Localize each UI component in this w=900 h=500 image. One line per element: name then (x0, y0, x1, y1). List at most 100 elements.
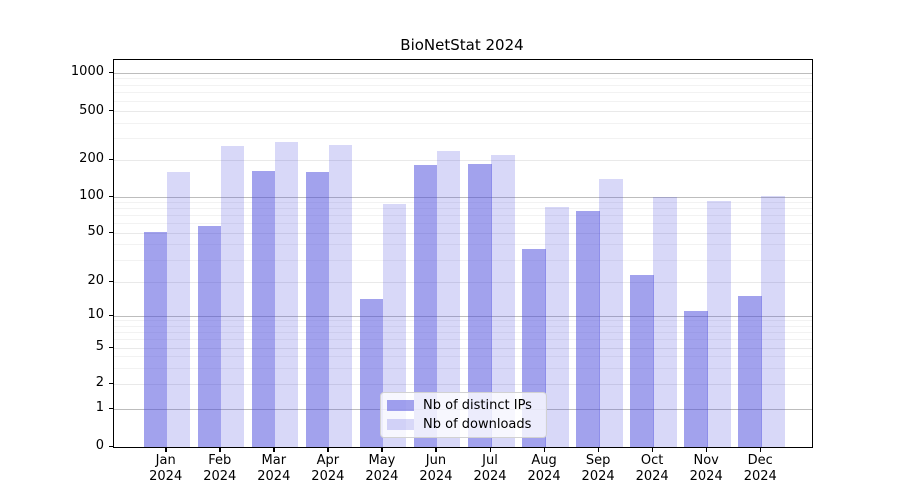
gridline-800 (114, 84, 812, 86)
legend-label-distinct-ips: Nb of distinct IPs (423, 398, 532, 413)
x-tick-label-nov: Nov 2024 (678, 453, 734, 485)
x-tick-label-aug: Aug 2024 (516, 453, 572, 485)
x-tick-mark-feb (219, 447, 221, 452)
x-tick-mark-dec (759, 447, 762, 452)
bar-downloads-nov (707, 200, 731, 447)
gridline-40 (114, 244, 812, 246)
gridline-300 (114, 138, 812, 140)
x-tick-year: 2024 (689, 469, 723, 484)
x-tick-label-jul: Jul 2024 (462, 453, 518, 485)
bar-ips-apr (305, 171, 330, 447)
y-tick-mark-10 (109, 314, 113, 316)
x-tick-month: Jul (482, 453, 498, 468)
x-tick-month: Apr (316, 453, 340, 468)
x-tick-year: 2024 (149, 469, 183, 484)
gridline-70 (114, 215, 812, 217)
bar-ips-jul (468, 163, 492, 447)
gridline-400 (114, 122, 812, 124)
y-tick-label-10: 10 (87, 307, 104, 322)
x-tick-label-apr: Apr 2024 (300, 453, 356, 485)
gridline-4 (114, 356, 812, 358)
bar-downloads-mar (274, 141, 299, 447)
x-tick-month: Feb (208, 453, 232, 468)
y-tick-label-200: 200 (79, 151, 104, 166)
x-tick-mark-jun (435, 447, 437, 452)
bar-ips-nov (684, 311, 708, 447)
x-tick-mark-nov (705, 447, 708, 452)
x-tick-label-oct: Oct 2024 (624, 453, 680, 485)
y-tick-mark-2 (109, 382, 113, 384)
gridline-7 (114, 331, 812, 333)
x-tick-year: 2024 (257, 469, 291, 484)
gridline-80 (114, 208, 812, 210)
x-tick-mark-jan (165, 447, 167, 452)
gridline-9 (114, 320, 812, 322)
gridline-10 (114, 315, 812, 317)
y-tick-label-500: 500 (79, 102, 104, 118)
legend: Nb of distinct IPs Nb of downloads (380, 392, 547, 438)
bar-downloads-aug (545, 207, 569, 447)
bar-ips-jan (143, 231, 168, 447)
x-tick-mark-aug (543, 447, 545, 452)
y-tick-label-2: 2 (95, 375, 104, 390)
x-tick-month: Jan (155, 453, 176, 468)
x-tick-month: Oct (640, 453, 664, 468)
bar-downloads-jul (491, 155, 515, 447)
bar-ips-jun (413, 165, 438, 447)
x-tick-label-may: May 2024 (354, 453, 410, 485)
gridline-60 (114, 223, 812, 225)
x-tick-month: Jun (425, 453, 447, 468)
x-tick-year: 2024 (581, 469, 615, 484)
x-tick-year: 2024 (473, 469, 507, 484)
x-tick-month: Mar (261, 453, 287, 468)
gridline-90 (114, 201, 812, 203)
y-tick-mark-1000 (109, 71, 113, 73)
bar-downloads-may (382, 203, 407, 447)
x-tick-mark-oct (651, 447, 654, 452)
bar-ips-sep (576, 211, 600, 447)
x-tick-mark-apr (327, 447, 329, 452)
gridline-30 (114, 259, 812, 261)
legend-item-downloads: Nb of downloads (387, 416, 540, 434)
bar-downloads-jun (436, 150, 461, 447)
bar-downloads-feb (220, 145, 245, 447)
bar-downloads-sep (599, 179, 623, 447)
gridline-3 (114, 367, 812, 369)
y-tick-mark-0 (109, 445, 113, 447)
gridline-5 (114, 347, 812, 349)
y-tick-label-0: 0 (95, 438, 104, 453)
gridline-1000 (114, 72, 812, 74)
gridline-500 (114, 111, 812, 112)
x-tick-year: 2024 (527, 469, 561, 484)
y-tick-mark-200 (109, 158, 113, 160)
bar-ips-may (359, 299, 384, 447)
x-tick-month: Dec (747, 453, 773, 468)
x-tick-mark-sep (597, 447, 599, 452)
bar-ips-feb (197, 226, 222, 447)
gridline-8 (114, 325, 812, 327)
legend-item-distinct-ips: Nb of distinct IPs (387, 397, 540, 415)
gridline-100 (114, 196, 812, 198)
y-tick-mark-100 (109, 195, 113, 197)
y-tick-label-1: 1 (95, 400, 104, 415)
gridline-50 (114, 232, 812, 234)
bar-downloads-dec (761, 195, 785, 447)
legend-swatch-downloads (387, 419, 414, 430)
x-tick-label-jan: Jan 2024 (138, 453, 194, 485)
bar-downloads-jan (166, 171, 191, 447)
y-tick-mark-5 (109, 346, 113, 348)
x-tick-month: Aug (531, 453, 557, 468)
x-tick-label-mar: Mar 2024 (246, 453, 302, 485)
y-tick-label-5: 5 (95, 339, 104, 354)
x-tick-mark-jul (489, 447, 491, 452)
x-tick-label-dec: Dec 2024 (732, 453, 788, 485)
x-tick-month: May (368, 453, 396, 468)
x-tick-label-sep: Sep 2024 (570, 453, 626, 485)
x-tick-year: 2024 (419, 469, 453, 484)
bar-downloads-oct (653, 197, 677, 447)
gridline-20 (114, 281, 812, 283)
gridline-200 (114, 159, 812, 161)
y-tick-label-20: 20 (87, 273, 104, 288)
bar-downloads-apr (328, 144, 353, 447)
x-tick-mark-mar (273, 447, 275, 452)
